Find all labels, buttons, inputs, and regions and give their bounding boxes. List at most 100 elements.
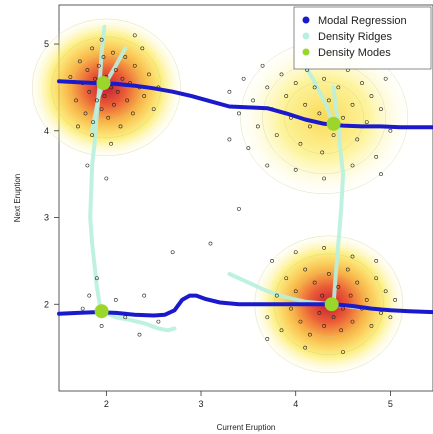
observation-point [364,120,369,125]
observation-point [255,124,260,129]
observation-point [132,33,137,38]
observation-point [241,76,246,81]
observation-point [140,46,145,51]
observation-point [236,111,241,116]
observation-point [170,250,175,255]
observation-point [379,172,383,177]
legend-marker [302,48,310,56]
observation-point [374,154,379,159]
x-tick-label: 2 [104,399,109,409]
legend-box [293,6,432,70]
density-contour [284,81,364,155]
observation-point [94,276,99,281]
observation-point [77,59,82,64]
observation-point [284,276,289,281]
observation-point [101,55,106,59]
observation-point [85,163,90,168]
observation-point [68,75,73,79]
observation-point [355,280,360,285]
observation-point [90,133,95,138]
observation-point [320,293,325,298]
observation-point [91,120,95,125]
observation-point [298,319,303,324]
observation-point [284,94,289,98]
observation-point [125,98,130,103]
observation-point [147,72,151,77]
modal-regression-line [57,79,433,130]
x-axis-label: Current Eruption [217,423,276,432]
observation-point [132,63,137,68]
density-mode [326,116,341,131]
observation-point [109,85,113,90]
density-mode [96,76,111,91]
y-axis: 2 3 4 5 [44,39,59,309]
density-mode [324,297,339,312]
observation-point [113,68,118,72]
observation-point [102,94,107,98]
observation-point [265,337,270,341]
observation-point [87,293,92,298]
observation-point [99,107,104,111]
observation-point [96,63,101,68]
observation-point [120,76,125,81]
legend-label: Density Modes [318,47,391,59]
observation-point [345,267,350,272]
observation-point [348,293,353,298]
observation-point [336,285,341,289]
observation-point [379,107,383,111]
legend-label: Density Ridges [318,31,392,43]
density-ridge [303,63,336,126]
observation-point [156,319,161,324]
y-axis-label: Next Eruption [13,174,22,222]
observation-point [260,63,265,68]
observations-layer [68,33,398,354]
observation-point [350,163,355,168]
observation-point [320,150,325,155]
observation-point [322,176,327,181]
legend-marker [302,32,310,40]
observation-point [326,98,331,103]
observation-point [293,81,298,85]
observation-point [350,102,355,107]
observation-point [151,107,156,111]
observation-point [293,167,298,172]
observation-point [123,55,128,59]
density-cluster [236,37,413,198]
observation-point [87,89,92,94]
density-ridge [331,85,346,307]
y-tick-label: 2 [44,299,49,309]
modal-regression-line [57,293,433,318]
observation-point [227,89,232,94]
observation-point [118,124,123,129]
observation-point [322,76,327,81]
legend-label: Modal Regression [318,15,407,27]
observation-point [303,345,308,350]
observation-point [265,85,270,90]
observation-point [336,85,341,90]
observation-point [251,98,256,103]
observation-point [85,68,90,72]
observation-point [339,328,344,333]
observation-point [279,72,284,77]
observation-point [236,206,241,211]
density-mode [94,304,109,319]
regression-layer [57,79,433,318]
observation-point [331,133,336,138]
observation-point [308,332,312,337]
density-contour [31,18,181,157]
observation-point [76,124,80,129]
x-axis: 2 3 4 5 [104,391,393,409]
observation-point [274,133,279,138]
observation-point [322,245,327,250]
observation-point [317,311,322,315]
observation-point [369,324,374,328]
observation-point [289,306,293,311]
observation-point [111,50,115,55]
observation-point [293,289,298,294]
observation-point [142,94,147,98]
y-tick-label: 4 [44,126,49,136]
observation-point [265,315,270,320]
observation-point [317,111,322,116]
observation-point [93,76,97,81]
